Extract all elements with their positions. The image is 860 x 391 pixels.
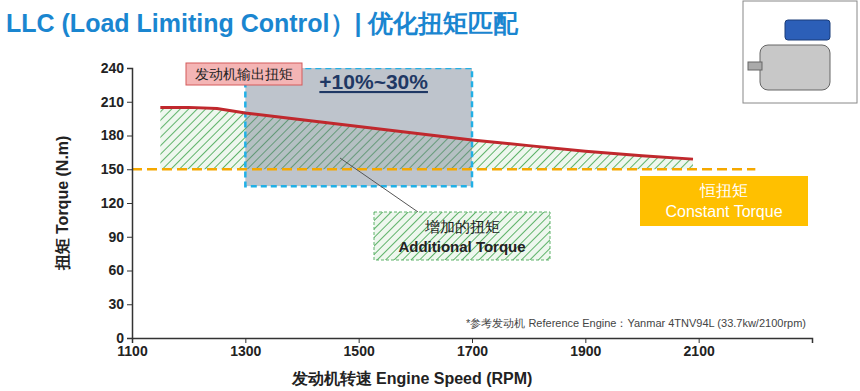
tick: 90 <box>108 229 132 245</box>
tick: 1500 <box>344 338 375 359</box>
tick-label: 2100 <box>684 343 715 359</box>
tick-label: 1700 <box>457 343 488 359</box>
series-label-line: 恒扭矩 <box>699 182 748 199</box>
tick-label: 150 <box>101 161 125 177</box>
tick-mark <box>127 203 132 204</box>
area-label: 增加的扭矩 Additional Torque <box>398 218 525 255</box>
tick-label: 60 <box>108 262 124 278</box>
tick-mark <box>127 237 132 238</box>
series-line <box>160 107 693 159</box>
tick: 1300 <box>230 338 261 359</box>
plot-area <box>132 68 755 186</box>
tick: 180 <box>101 127 132 143</box>
x-axis: 110013001500170019002100 <box>117 338 812 359</box>
series-label-line: Constant Torque <box>665 203 782 220</box>
tick: 30 <box>108 296 132 312</box>
tick: 240 <box>101 60 132 76</box>
tick-label: 30 <box>108 296 124 312</box>
title: LLC (Load Limiting Control）| 优化扭矩匹配 <box>6 9 519 37</box>
leader-line <box>340 158 418 212</box>
area-label-line: 增加的扭矩 <box>424 218 500 235</box>
tick: 150 <box>101 161 132 177</box>
series-label-box <box>186 63 302 85</box>
x-axis-title: 发动机转速 Engine Speed (RPM) <box>291 370 533 387</box>
y-axis-title: 扭矩 Torque (N.m) <box>54 136 71 272</box>
tick: 210 <box>101 94 132 110</box>
note: *参考发动机 Reference Engine：Yanmar 4TNV94L (… <box>466 317 806 329</box>
area-label-line: Additional Torque <box>398 238 525 255</box>
tick: 60 <box>108 262 132 278</box>
series-label: 发动机输出扭矩 <box>195 66 293 82</box>
pump-image <box>743 1 857 103</box>
area-label-box <box>374 212 550 260</box>
tick: 1900 <box>570 338 601 359</box>
tick-label: 1500 <box>344 343 375 359</box>
tick-mark <box>127 169 132 170</box>
tick-mark <box>127 68 132 69</box>
axis-line <box>127 69 133 339</box>
tick-mark <box>127 271 132 272</box>
tick-label: 0 <box>116 330 124 346</box>
y-axis: 0 30 60 90 120 150 180 210 240 <box>101 60 133 346</box>
series-line <box>132 168 755 171</box>
tick: 0 <box>116 330 132 346</box>
series-label: 恒扭矩 Constant Torque <box>665 182 782 220</box>
highlight-label: +10%~30% <box>319 70 428 93</box>
tick-mark <box>127 338 132 339</box>
chart: LLC (Load Limiting Control）| 优化扭矩匹配11001… <box>0 0 860 391</box>
tick-label: 180 <box>101 127 125 143</box>
tick-label: 240 <box>101 60 125 76</box>
tick: 120 <box>101 195 132 211</box>
tick-label: 1300 <box>230 343 261 359</box>
tick-mark <box>127 136 132 137</box>
tick-mark <box>127 304 132 305</box>
tick-label: 90 <box>108 229 124 245</box>
tick-label: 210 <box>101 94 125 110</box>
series-label-box <box>640 176 808 226</box>
tick-mark <box>127 102 132 103</box>
tick-label: 1900 <box>570 343 601 359</box>
tick: 2100 <box>684 338 715 359</box>
tick-label: 120 <box>101 195 125 211</box>
tick: 1700 <box>457 338 488 359</box>
